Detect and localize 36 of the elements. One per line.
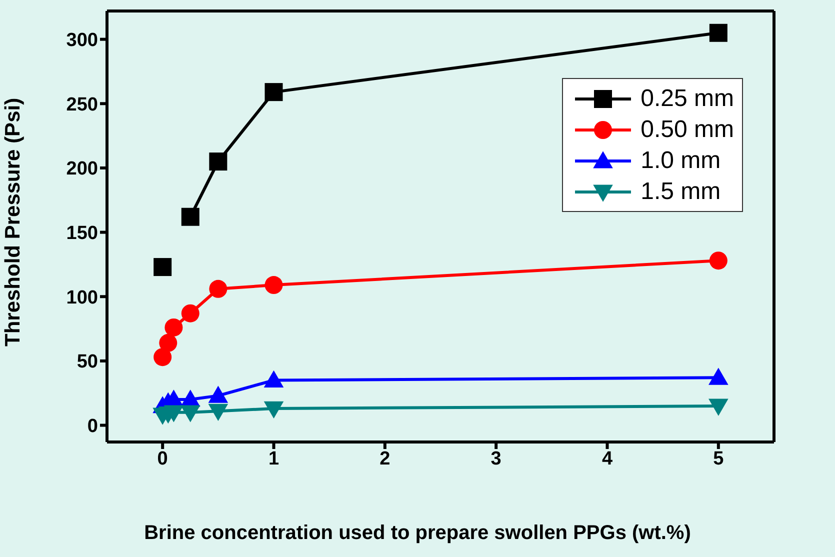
point	[159, 334, 178, 352]
point	[709, 252, 728, 270]
legend-label: 0.25 mm	[640, 84, 734, 112]
point	[164, 318, 183, 336]
y-tick-label: 50	[76, 352, 98, 373]
point	[708, 398, 728, 416]
point	[181, 208, 200, 226]
point	[208, 404, 228, 422]
y-tick-label: 0	[87, 416, 98, 438]
point	[154, 258, 172, 276]
point	[264, 401, 284, 418]
x-tick-label: 4	[602, 448, 613, 470]
point	[209, 152, 228, 171]
point	[181, 304, 200, 322]
y-tick-label: 100	[66, 287, 98, 308]
point	[164, 405, 184, 422]
point	[180, 405, 200, 422]
point	[264, 276, 283, 294]
x-tick-label: 2	[380, 448, 390, 470]
x-tick-label: 0	[157, 448, 168, 470]
legend-label: 1.5 mm	[640, 178, 721, 206]
point	[264, 83, 283, 102]
x-tick-label: 1	[268, 448, 280, 470]
legend-label: 0.50 mm	[640, 116, 734, 144]
y-tick-label: 150	[66, 223, 98, 244]
x-tick-label: 5	[713, 448, 724, 470]
y-axis-title: Threshold Pressure (Psi)	[1, 98, 24, 346]
x-axis-title: Brine concentration used to prepare swollen PPGs (wt.%)	[143, 522, 692, 545]
legend-label: 1.0 mm	[640, 146, 721, 174]
point	[209, 280, 228, 298]
y-tick-label: 250	[66, 94, 98, 116]
y-tick-label: 200	[66, 158, 98, 180]
y-tick-label: 300	[66, 30, 98, 52]
point	[709, 24, 728, 42]
point	[154, 348, 172, 366]
x-tick-label: 3	[490, 448, 502, 470]
